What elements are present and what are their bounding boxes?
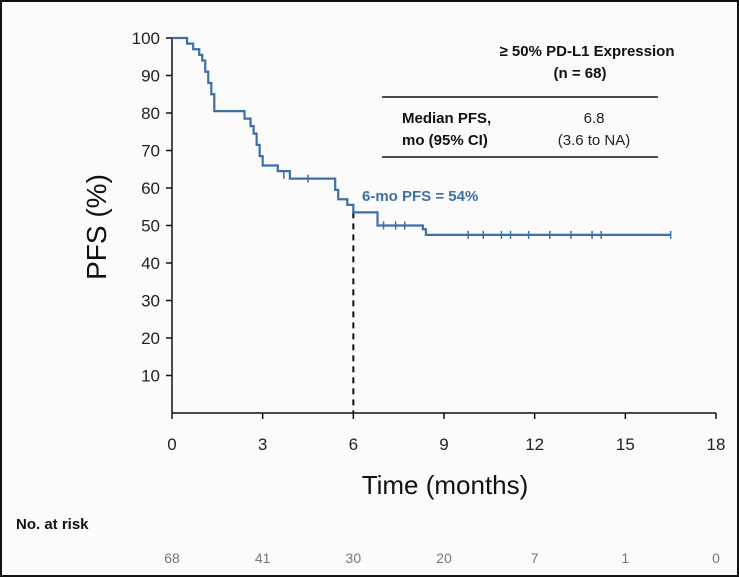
at-risk-count: 0 (712, 550, 720, 566)
table-header-line1: ≥ 50% PD-L1 Expression (500, 43, 675, 60)
table-value-line2: (3.6 to NA) (558, 132, 631, 149)
x-tick-label: 12 (525, 435, 544, 454)
y-axis-ticks: 10 20 30 40 50 60 70 80 90 100 (132, 29, 172, 386)
x-tick-label: 15 (616, 435, 635, 454)
inset-table: ≥ 50% PD-L1 Expression (n = 68) Median P… (382, 43, 675, 158)
x-tick-label: 6 (349, 435, 358, 454)
table-row-label-line1: Median PFS, (402, 110, 491, 127)
at-risk-count: 7 (531, 550, 539, 566)
x-tick-label: 18 (707, 435, 726, 454)
y-tick-label: 30 (141, 292, 160, 311)
km-curve-pfs (172, 36, 671, 236)
y-tick-label: 70 (141, 142, 160, 161)
x-tick-label: 0 (167, 435, 176, 454)
table-value-line1: 6.8 (584, 110, 605, 127)
at-risk-title: No. at risk (16, 516, 89, 533)
y-tick-label: 60 (141, 179, 160, 198)
six-month-pfs-annotation: 6-mo PFS = 54% (362, 188, 478, 205)
y-axis-title: PFS (%) (81, 174, 112, 280)
at-risk-count: 20 (436, 550, 452, 566)
y-tick-label: 100 (132, 29, 160, 48)
at-risk-count: 41 (255, 550, 271, 566)
y-tick-label: 90 (141, 67, 160, 86)
x-tick-label: 9 (439, 435, 448, 454)
at-risk-count: 1 (621, 550, 629, 566)
y-tick-label: 50 (141, 217, 160, 236)
table-row-label-line2: mo (95% CI) (402, 132, 488, 149)
x-tick-label: 3 (258, 435, 267, 454)
y-tick-label: 40 (141, 254, 160, 273)
y-tick-label: 80 (141, 104, 160, 123)
censor-marks (283, 170, 672, 239)
at-risk-count: 68 (164, 550, 180, 566)
at-risk-count: 30 (346, 550, 362, 566)
x-axis-ticks: 0 3 6 9 12 15 18 (167, 413, 725, 454)
x-axis-title: Time (months) (362, 470, 529, 500)
at-risk-counts: 68 41 30 20 7 1 0 (164, 550, 720, 566)
table-header-line2: (n = 68) (554, 65, 607, 82)
y-tick-label: 10 (141, 367, 160, 386)
y-tick-label: 20 (141, 329, 160, 348)
